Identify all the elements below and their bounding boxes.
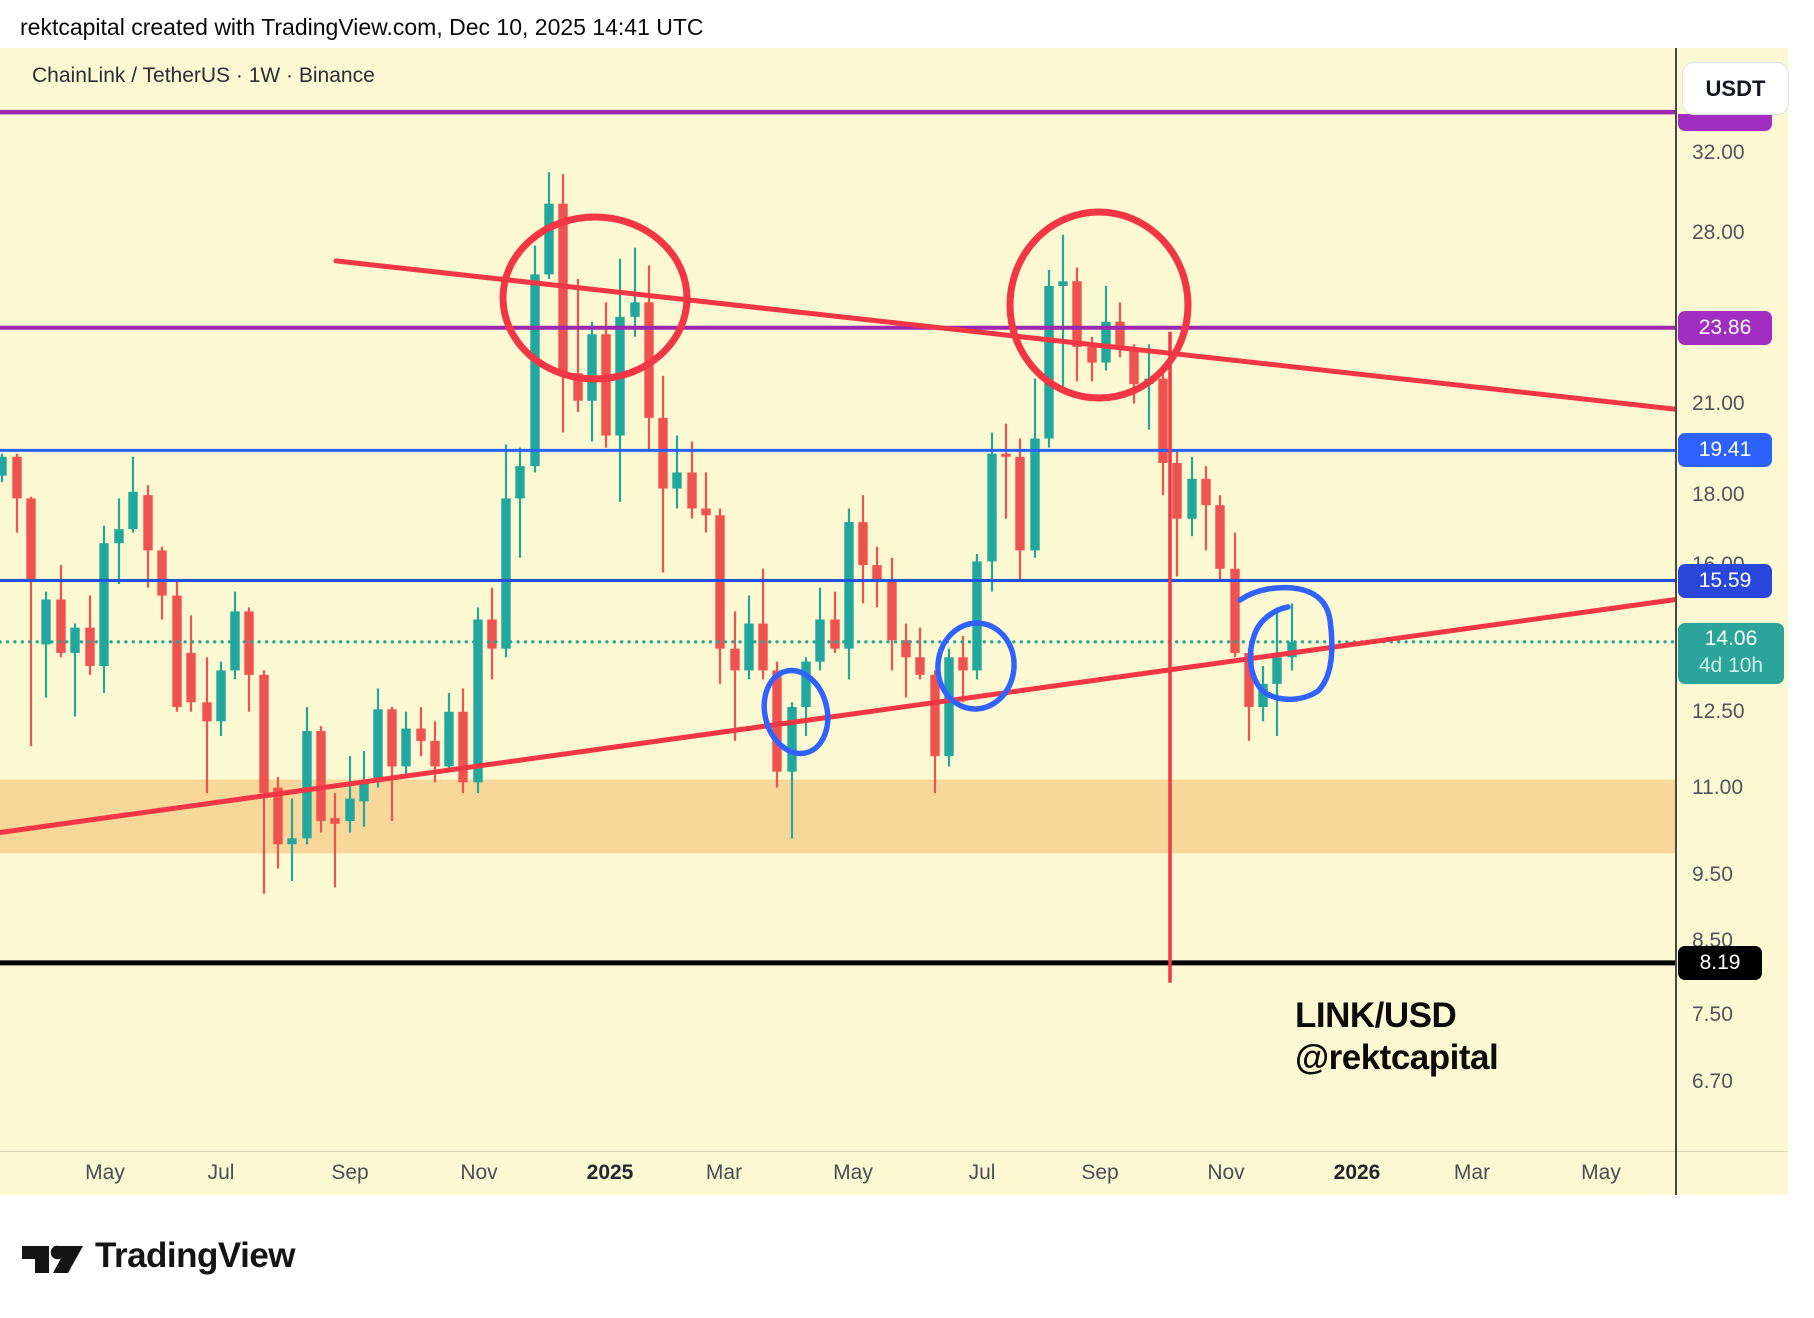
- current-price-countdown: 4d 10h: [1698, 653, 1764, 677]
- symbol-title: ChainLink / TetherUS · 1W · Binance: [32, 64, 375, 87]
- time-label-Jul: Jul: [968, 1161, 996, 1184]
- price-tick-7.50: 7.50: [1692, 1003, 1733, 1027]
- current-price-badge: 14.06 4d 10h: [1678, 622, 1784, 684]
- price-tick-32.00: 32.00: [1692, 141, 1745, 165]
- price-tick-11.00: 11.00: [1692, 775, 1743, 799]
- time-axis-separator: [0, 1151, 1788, 1152]
- watermark-pair: LINK/USD: [1295, 996, 1457, 1035]
- time-label-Mar: Mar: [1453, 1161, 1491, 1184]
- price-tick-18.00: 18.00: [1692, 483, 1745, 507]
- time-label-Sep: Sep: [1081, 1161, 1119, 1184]
- price-tick-28.00: 28.00: [1692, 220, 1745, 244]
- price-tick-9.50: 9.50: [1692, 862, 1733, 886]
- time-label-Sep: Sep: [331, 1161, 369, 1184]
- tradingview-logo-text: TradingView: [95, 1236, 296, 1275]
- time-label-Nov: Nov: [460, 1161, 498, 1184]
- price-badge-15.59: 15.59: [1678, 563, 1772, 598]
- watermark-handle: @rektcapital: [1295, 1038, 1499, 1077]
- price-tick-6.70: 6.70: [1692, 1070, 1733, 1094]
- time-label-Jul: Jul: [207, 1161, 235, 1184]
- chart-background: [0, 48, 1788, 1195]
- price-badge-23.86: 23.86: [1678, 310, 1772, 345]
- tradingview-logo: TradingView: [22, 1236, 296, 1276]
- time-label-Nov: Nov: [1207, 1161, 1245, 1184]
- price-badge-8.19: 8.19: [1678, 945, 1762, 980]
- price-axis-separator: [1675, 48, 1677, 1195]
- time-label-May: May: [833, 1161, 873, 1184]
- time-label-May: May: [85, 1161, 125, 1184]
- time-label-May: May: [1581, 1161, 1621, 1184]
- time-label-2026: 2026: [1333, 1161, 1381, 1184]
- tradingview-logo-icon: [22, 1245, 83, 1273]
- time-label-2025: 2025: [586, 1161, 634, 1184]
- time-label-Mar: Mar: [705, 1161, 743, 1184]
- watermark: LINK/USD @rektcapital: [1295, 995, 1499, 1079]
- price-tick-12.50: 12.50: [1692, 699, 1745, 723]
- currency-toggle-button[interactable]: USDT: [1682, 62, 1789, 115]
- price-tick-21.00: 21.00: [1692, 391, 1745, 415]
- current-price-value: 14.06: [1704, 626, 1758, 650]
- clipped-price-badge: [1678, 114, 1772, 131]
- attribution-text: rektcapital created with TradingView.com…: [20, 14, 704, 40]
- price-badge-19.41: 19.41: [1678, 433, 1772, 468]
